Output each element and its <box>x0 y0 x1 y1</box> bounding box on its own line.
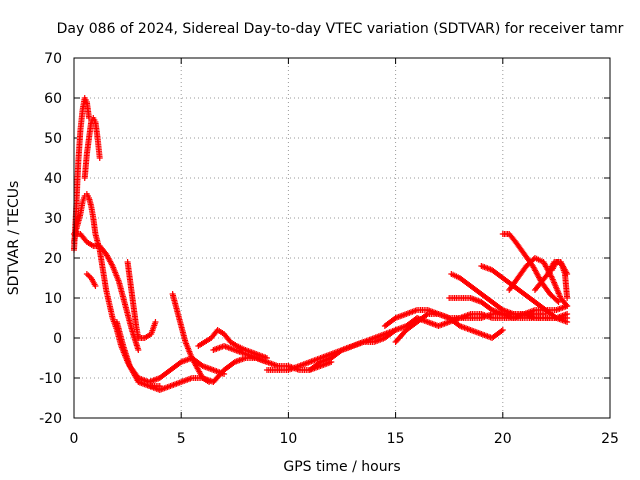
y-tick-label: -20 <box>39 411 62 427</box>
data-point <box>152 319 159 325</box>
data-point-fill <box>498 328 505 334</box>
data-point-fill <box>554 297 561 304</box>
data-point <box>555 299 562 305</box>
x-tick-label: 0 <box>70 431 79 447</box>
x-tick-label: 15 <box>387 431 405 447</box>
data-point <box>92 283 99 289</box>
data-point <box>564 295 571 301</box>
data-point <box>564 311 571 317</box>
series-arc-5 <box>83 271 99 289</box>
chart-title: Day 086 of 2024, Sidereal Day-to-day VTE… <box>57 21 624 37</box>
data-point-fill <box>423 312 430 318</box>
grid <box>74 58 610 418</box>
series-arc-13 <box>306 315 421 373</box>
x-tick-label: 25 <box>601 431 619 447</box>
x-tick-label: 10 <box>279 431 297 447</box>
y-tick-label: 60 <box>44 91 62 107</box>
y-tick-label: 40 <box>44 171 62 187</box>
data-point-fill <box>563 301 570 308</box>
y-tick-label: 30 <box>44 211 62 227</box>
x-tick-label: 20 <box>494 431 512 447</box>
data-point <box>564 303 571 309</box>
series-arc-2 <box>81 115 103 181</box>
y-tick-label: 50 <box>44 131 62 147</box>
data-point <box>564 319 571 325</box>
y-tick-label: 20 <box>44 251 62 267</box>
data-point <box>206 379 213 385</box>
series-arc-11 <box>210 343 335 373</box>
series-arc-10 <box>195 327 270 361</box>
x-tick-label: 5 <box>177 431 186 447</box>
series-arc-23 <box>549 259 571 301</box>
axis-ticks: 0 5 10 15 20 25 -20 -10 0 10 20 30 40 50 60 70 <box>39 51 619 447</box>
data-point <box>96 155 103 161</box>
y-tick-label: 10 <box>44 291 62 307</box>
series-arc-9 <box>169 291 213 385</box>
y-tick-label: 0 <box>53 331 62 347</box>
data-point <box>135 347 142 353</box>
data-point <box>499 327 506 333</box>
x-axis-label: GPS time / hours <box>283 459 400 475</box>
series-arc-4 <box>71 231 142 353</box>
series-arc-6 <box>124 259 159 341</box>
y-tick-label: -10 <box>39 371 62 387</box>
plot-frame <box>73 57 611 419</box>
series-arc-3 <box>71 191 163 389</box>
series-arc-19 <box>478 263 571 325</box>
data-points <box>71 95 571 393</box>
y-tick-label: 70 <box>44 51 62 67</box>
y-axis-label: SDTVAR / TECUs <box>6 181 22 296</box>
